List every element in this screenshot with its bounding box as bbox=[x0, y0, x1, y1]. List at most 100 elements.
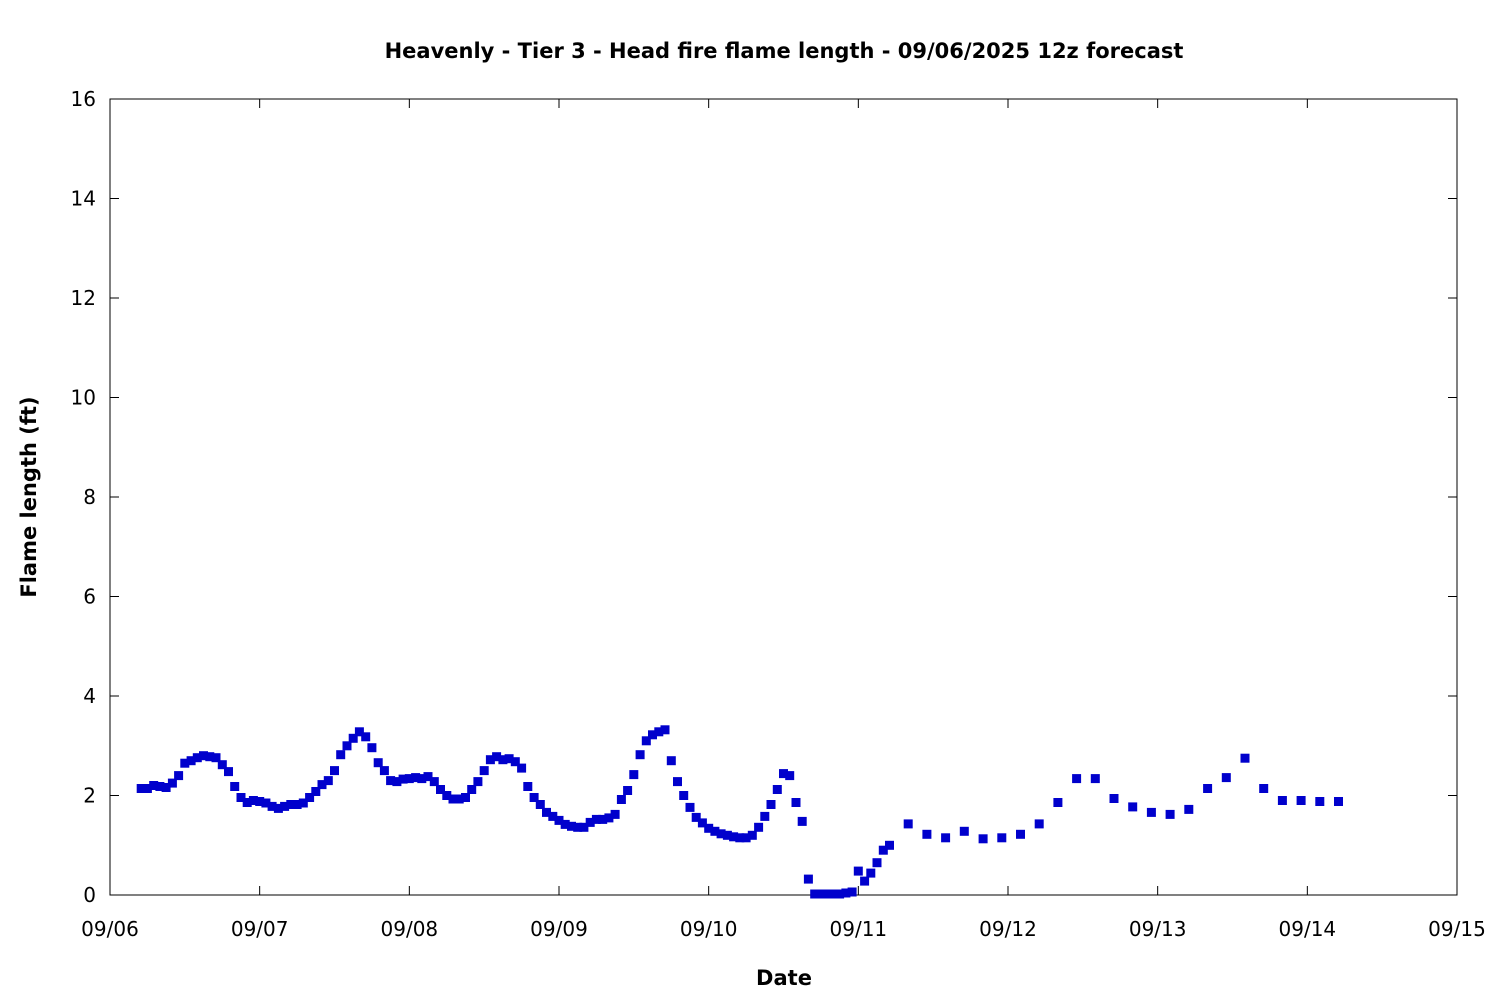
data-point bbox=[485, 755, 495, 765]
x-axis-label: Date bbox=[756, 966, 812, 990]
data-point bbox=[997, 833, 1007, 843]
data-point bbox=[691, 812, 701, 822]
data-point bbox=[211, 753, 221, 763]
data-point bbox=[174, 771, 184, 781]
data-point bbox=[242, 798, 252, 807]
data-point bbox=[454, 794, 464, 804]
data-point bbox=[885, 840, 894, 850]
data-point bbox=[1053, 798, 1063, 807]
data-point bbox=[835, 889, 845, 899]
data-point bbox=[1072, 774, 1082, 784]
data-point bbox=[273, 803, 283, 813]
data-point bbox=[847, 887, 857, 897]
data-point bbox=[853, 866, 863, 876]
data-point bbox=[379, 766, 389, 776]
y-tick-label: 10 bbox=[71, 386, 96, 410]
chart-title: Heavenly - Tier 3 - Head fire flame leng… bbox=[385, 39, 1184, 63]
data-point bbox=[136, 784, 146, 793]
data-point bbox=[629, 770, 639, 780]
y-tick-label: 6 bbox=[83, 585, 96, 609]
data-point bbox=[442, 791, 452, 800]
data-point bbox=[560, 819, 570, 829]
data-point bbox=[467, 785, 477, 794]
data-point bbox=[292, 800, 302, 809]
data-point bbox=[542, 807, 551, 817]
data-point bbox=[392, 777, 402, 787]
data-point bbox=[641, 736, 651, 746]
data-point bbox=[1034, 819, 1044, 829]
data-point bbox=[298, 798, 308, 808]
data-point bbox=[1296, 796, 1306, 805]
data-point bbox=[710, 826, 720, 836]
x-tick-label: 09/09 bbox=[530, 917, 588, 941]
data-point bbox=[1334, 797, 1343, 806]
data-point bbox=[192, 753, 202, 763]
data-point bbox=[766, 800, 776, 809]
data-point bbox=[224, 767, 233, 777]
data-point bbox=[373, 758, 383, 768]
y-tick-label: 2 bbox=[83, 784, 96, 808]
x-tick-label: 09/14 bbox=[1279, 917, 1337, 941]
data-point bbox=[186, 756, 196, 766]
data-point bbox=[305, 793, 315, 802]
y-axis-label: Flame length (ft) bbox=[17, 396, 41, 597]
data-point bbox=[348, 733, 358, 743]
data-point bbox=[1016, 829, 1025, 839]
data-point bbox=[336, 750, 346, 760]
data-point bbox=[673, 777, 682, 787]
data-point bbox=[860, 876, 870, 886]
data-point bbox=[1165, 809, 1175, 819]
data-point bbox=[654, 727, 664, 737]
data-point bbox=[791, 798, 801, 807]
data-point bbox=[573, 822, 583, 832]
data-point bbox=[872, 858, 882, 868]
data-point bbox=[548, 811, 558, 821]
data-point bbox=[816, 889, 826, 899]
data-point bbox=[461, 793, 470, 802]
data-point bbox=[236, 793, 246, 802]
data-point bbox=[1184, 804, 1194, 814]
y-axis: 0 2 4 6 8 10 12 14 16 bbox=[71, 87, 1457, 907]
data-point bbox=[230, 782, 240, 791]
data-point bbox=[610, 809, 620, 819]
data-point bbox=[697, 818, 707, 828]
data-point bbox=[1146, 807, 1156, 817]
data-point bbox=[604, 813, 614, 823]
data-point bbox=[267, 801, 277, 811]
data-point bbox=[978, 834, 988, 844]
data-point bbox=[529, 793, 539, 802]
data-point bbox=[1090, 774, 1100, 784]
y-tick-label: 0 bbox=[83, 883, 96, 907]
data-point bbox=[598, 814, 608, 824]
data-point bbox=[342, 741, 352, 751]
data-point bbox=[585, 817, 595, 827]
data-point bbox=[754, 822, 764, 832]
data-point bbox=[579, 822, 589, 832]
data-point bbox=[142, 784, 152, 793]
data-point bbox=[828, 889, 838, 899]
data-point bbox=[779, 769, 788, 779]
data-point bbox=[803, 874, 813, 884]
y-tick-label: 16 bbox=[71, 87, 96, 111]
data-point bbox=[361, 732, 371, 742]
data-point bbox=[280, 801, 290, 811]
data-point bbox=[354, 727, 364, 737]
x-tick-label: 09/06 bbox=[81, 917, 139, 941]
data-point bbox=[1259, 784, 1269, 793]
data-point bbox=[866, 868, 876, 878]
data-point bbox=[1203, 784, 1213, 793]
data-point bbox=[810, 889, 820, 899]
data-point bbox=[411, 773, 421, 783]
data-point bbox=[161, 783, 171, 792]
data-point bbox=[199, 751, 208, 761]
data-point bbox=[367, 743, 377, 753]
data-point bbox=[1221, 773, 1231, 783]
data-point bbox=[398, 774, 408, 784]
data-point bbox=[386, 776, 396, 786]
data-point bbox=[423, 772, 433, 782]
data-point bbox=[941, 833, 951, 843]
data-point bbox=[404, 774, 414, 784]
data-point bbox=[429, 777, 439, 787]
data-point bbox=[1128, 802, 1138, 812]
